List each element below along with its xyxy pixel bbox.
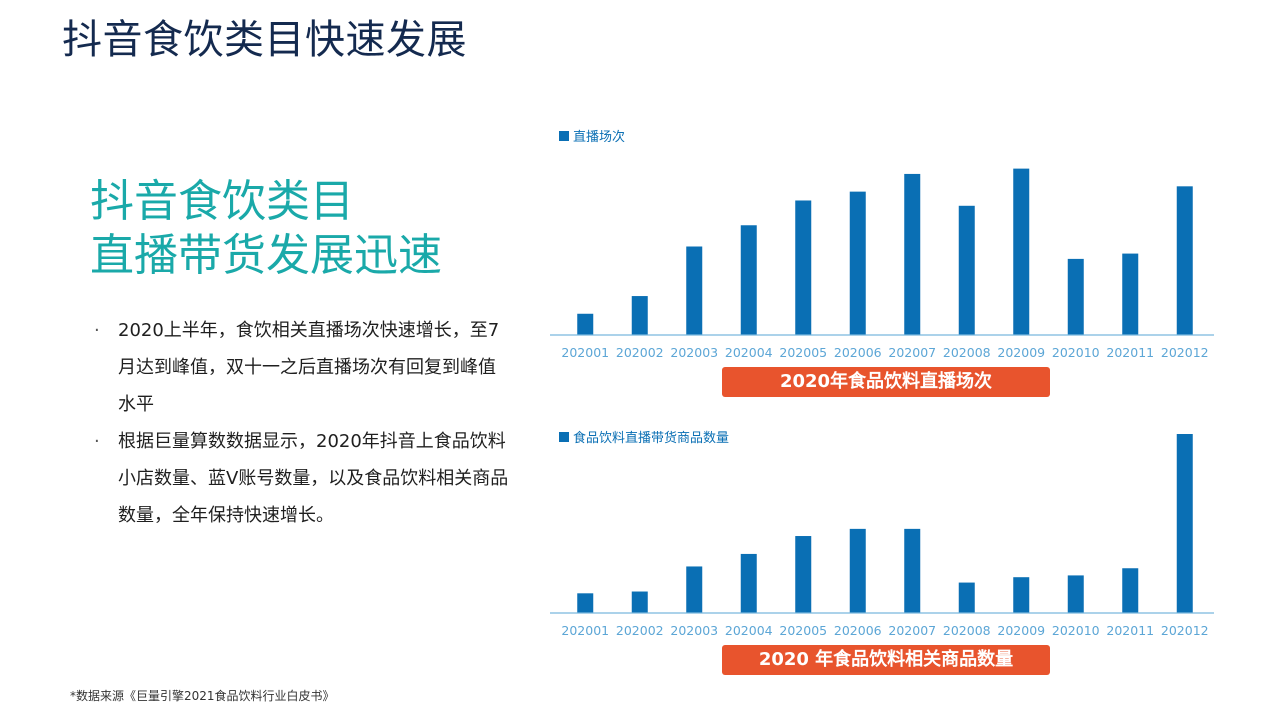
x-tick-label: 202005 (779, 623, 827, 638)
bar (904, 173, 921, 335)
x-tick-label: 202001 (561, 623, 609, 638)
x-tick-label: 202012 (1161, 345, 1209, 360)
x-tick-label: 202008 (943, 623, 991, 638)
bar (1013, 168, 1030, 335)
x-tick-label: 202009 (997, 623, 1045, 638)
bar (686, 246, 703, 335)
bar (958, 582, 975, 613)
x-tick-label: 202011 (1106, 345, 1154, 360)
bar (849, 528, 866, 613)
bar (795, 536, 812, 613)
bar (958, 205, 975, 335)
x-tick-label: 202010 (1052, 623, 1100, 638)
bar (577, 593, 594, 613)
bar (1067, 258, 1084, 335)
bar (1013, 577, 1030, 613)
bar (1122, 253, 1139, 335)
bar (849, 191, 866, 335)
bar (631, 591, 648, 613)
x-tick-label: 202010 (1052, 345, 1100, 360)
x-tick-label: 202001 (561, 345, 609, 360)
x-tick-label: 202007 (888, 345, 936, 360)
bar (686, 566, 703, 613)
x-tick-label: 202004 (725, 345, 773, 360)
bar (904, 528, 921, 613)
bar (1176, 434, 1193, 613)
page-title: 抖音食饮类目快速发展 (62, 17, 467, 63)
bar (795, 200, 812, 335)
bar (1122, 568, 1139, 613)
bar (631, 296, 648, 335)
headline-line-1: 抖音食饮类目 (90, 176, 354, 227)
x-tick-label: 202004 (725, 623, 773, 638)
legend: 直播场次 (559, 129, 625, 145)
bar (740, 225, 757, 335)
legend-label: 直播场次 (573, 129, 625, 145)
chart-title-banner: 2020 年食品饮料相关商品数量 (722, 645, 1050, 675)
x-tick-label: 202007 (888, 623, 936, 638)
headline-line-2: 直播带货发展迅速 (90, 230, 442, 281)
bullet-item: · 2020上半年，食饮相关直播场次快速增长，至7月达到峰值，双十一之后直播场次… (92, 312, 512, 423)
x-tick-label: 202008 (943, 345, 991, 360)
x-tick-label: 202006 (834, 345, 882, 360)
bar (1067, 575, 1084, 613)
x-tick-label: 202011 (1106, 623, 1154, 638)
x-tick-label: 202003 (670, 345, 718, 360)
legend-swatch (559, 131, 569, 141)
x-tick-label: 202003 (670, 623, 718, 638)
bullet-marker: · (94, 320, 100, 341)
legend: 食品饮料直播带货商品数量 (559, 430, 729, 446)
x-tick-label: 202006 (834, 623, 882, 638)
source-note: *数据来源《巨量引擎2021食品饮料行业白皮书》 (70, 689, 335, 703)
bar (577, 313, 594, 335)
bullet-marker: · (94, 431, 100, 452)
live-sessions-chart: 直播场次 202001 202002 202003 202004 202005 202006… (550, 129, 1214, 360)
bar (740, 553, 757, 613)
bullet-list: · 2020上半年，食饮相关直播场次快速增长，至7月达到峰值，双十一之后直播场次… (92, 312, 512, 534)
bar (1176, 186, 1193, 335)
chart-title-banner: 2020年食品饮料直播场次 (722, 367, 1050, 397)
x-tick-label: 202002 (616, 345, 664, 360)
x-tick-label: 202009 (997, 345, 1045, 360)
bullet-text: 2020上半年，食饮相关直播场次快速增长，至7月达到峰值，双十一之后直播场次有回… (118, 320, 500, 415)
bullet-text: 根据巨量算数数据显示，2020年抖音上食品饮料小店数量、蓝V账号数量，以及食品饮… (118, 431, 509, 526)
legend-label: 食品饮料直播带货商品数量 (573, 430, 729, 446)
x-tick-label: 202005 (779, 345, 827, 360)
x-tick-label: 202012 (1161, 623, 1209, 638)
x-tick-label: 202002 (616, 623, 664, 638)
legend-swatch (559, 432, 569, 442)
product-count-chart: 食品饮料直播带货商品数量 202001 202002 202003 202004 2020… (550, 430, 1214, 638)
bullet-item: · 根据巨量算数数据显示，2020年抖音上食品饮料小店数量、蓝V账号数量，以及食… (92, 423, 512, 534)
headline: 抖音食饮类目 直播带货发展迅速 (90, 175, 442, 283)
